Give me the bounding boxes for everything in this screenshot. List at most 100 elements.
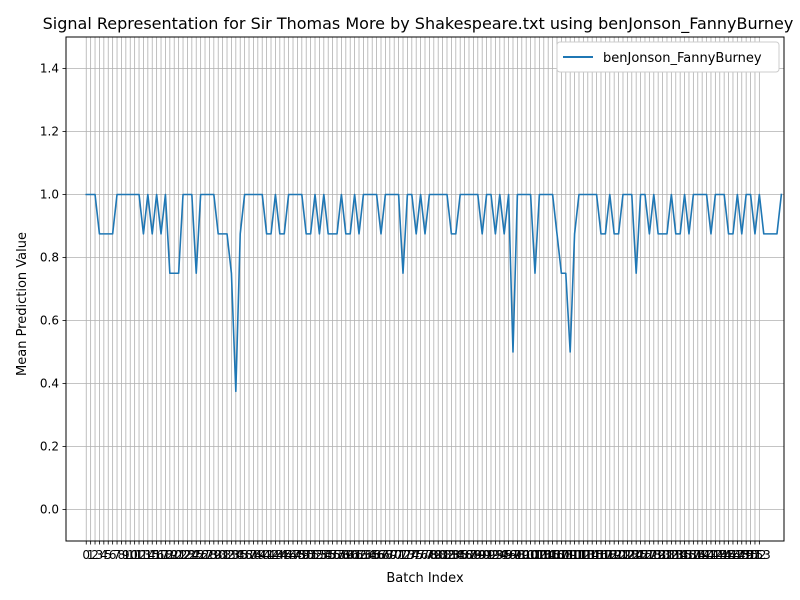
x-tick-label: 26: [193, 548, 208, 562]
x-tick-label: 58: [334, 548, 349, 562]
x-tick-label: 20: [167, 548, 182, 562]
x-tick-label: 138: [682, 548, 705, 562]
x-tick-label: 73: [400, 548, 415, 562]
x-tick-label: 120: [603, 548, 626, 562]
series-layer: [85, 193, 783, 393]
x-tick-label: 68: [378, 548, 393, 562]
x-tick-label: 108: [550, 548, 573, 562]
x-tick-label: 69: [382, 548, 397, 562]
x-tick-label: 83: [444, 548, 459, 562]
x-tick-label: 119: [598, 548, 621, 562]
x-axis-label: Batch Index: [386, 571, 464, 586]
x-tick-label: 66: [369, 548, 384, 562]
x-tick-label: 77: [417, 548, 432, 562]
x-tick-label: 70: [387, 548, 402, 562]
chart-title: Signal Representation for Sir Thomas Mor…: [43, 14, 794, 34]
x-tick-label: 116: [585, 548, 608, 562]
x-tick-label: 5: [104, 548, 112, 562]
x-tick-label: 28: [202, 548, 217, 562]
x-tick-label: 111: [563, 548, 586, 562]
x-tick-label: 8: [118, 548, 126, 562]
x-tick-label: 95: [497, 548, 512, 562]
x-tick-label: 44: [272, 548, 287, 562]
x-tick-label: 122: [612, 548, 635, 562]
x-tick-label: 76: [413, 548, 428, 562]
x-tick-label: 7: [113, 548, 121, 562]
x-tick-label: 9: [122, 548, 130, 562]
x-tick-label: 21: [171, 548, 186, 562]
x-tick-label: 14: [140, 548, 155, 562]
x-tick-label: 36: [237, 548, 252, 562]
x-tick-label: 23: [180, 548, 195, 562]
x-tick-label: 51: [303, 548, 318, 562]
x-tick-label: 113: [572, 548, 595, 562]
x-tick-label: 117: [590, 548, 613, 562]
legend-box: [556, 41, 780, 73]
x-tick-label: 144: [708, 548, 731, 562]
y-tick-label: 0.6: [40, 314, 59, 328]
x-tick-label: 16: [149, 548, 164, 562]
x-tick-label: 62: [351, 548, 366, 562]
x-tick-label: 128: [638, 548, 661, 562]
x-tick-label: 2: [91, 548, 99, 562]
x-tick-label: 88: [466, 548, 481, 562]
x-tick-label: 121: [607, 548, 630, 562]
x-tick-label: 49: [294, 548, 309, 562]
x-tick-label: 57: [329, 548, 344, 562]
x-tick-label: 96: [501, 548, 516, 562]
x-tick-label: 32: [219, 548, 234, 562]
x-tick-label: 133: [660, 548, 683, 562]
x-tick-label: 40: [255, 548, 270, 562]
x-tick-label: 139: [686, 548, 709, 562]
x-tick-label: 78: [422, 548, 437, 562]
x-tick-label: 103: [528, 548, 551, 562]
x-tick-label: 17: [153, 548, 168, 562]
x-tick-label: 53: [312, 548, 327, 562]
x-tick-label: 34: [228, 548, 243, 562]
x-tick-label: 126: [629, 548, 652, 562]
x-tick-label: 93: [488, 548, 503, 562]
x-tick-label: 18: [158, 548, 173, 562]
x-tick-label: 4: [100, 548, 108, 562]
x-tick-label: 100: [515, 548, 538, 562]
x-tick-label: 143: [704, 548, 727, 562]
x-tick-label: 81: [435, 548, 450, 562]
x-tick-label: 135: [669, 548, 692, 562]
x-tick-label: 6: [109, 548, 117, 562]
x-tick-label: 82: [439, 548, 454, 562]
x-tick-label: 136: [673, 548, 696, 562]
x-tick-label: 141: [695, 548, 718, 562]
x-tick-label: 153: [748, 548, 771, 562]
x-tick-label: 24: [184, 548, 199, 562]
x-tick-label: 46: [281, 548, 296, 562]
x-tick-label: 86: [457, 548, 472, 562]
y-tick-label: 0.2: [40, 440, 59, 454]
x-tick-label: 12: [131, 548, 146, 562]
x-tick-label: 56: [325, 548, 340, 562]
x-tick-label: 75: [409, 548, 424, 562]
x-tick-label: 104: [532, 548, 555, 562]
x-tick-label: 110: [559, 548, 582, 562]
x-axis-ticks: 0123456789101112131415161718192021222324…: [82, 541, 771, 562]
x-tick-label: 72: [395, 548, 410, 562]
y-tick-label: 1.0: [40, 188, 59, 202]
x-tick-label: 13: [136, 548, 151, 562]
x-tick-label: 105: [537, 548, 560, 562]
x-tick-label: 87: [461, 548, 476, 562]
x-tick-label: 151: [739, 548, 762, 562]
legend-label: benJonson_FannyBurney: [603, 51, 762, 66]
x-tick-label: 39: [250, 548, 265, 562]
x-tick-label: 107: [546, 548, 569, 562]
x-tick-label: 47: [285, 548, 300, 562]
x-tick-label: 131: [651, 548, 674, 562]
x-gridlines: [85, 37, 760, 541]
x-tick-label: 97: [505, 548, 520, 562]
x-tick-label: 11: [127, 548, 142, 562]
x-tick-label: 99: [514, 548, 529, 562]
x-tick-label: 41: [259, 548, 274, 562]
series-line-0: [85, 193, 783, 393]
x-tick-label: 152: [744, 548, 767, 562]
y-tick-label: 1.2: [40, 125, 59, 139]
x-tick-label: 125: [625, 548, 648, 562]
